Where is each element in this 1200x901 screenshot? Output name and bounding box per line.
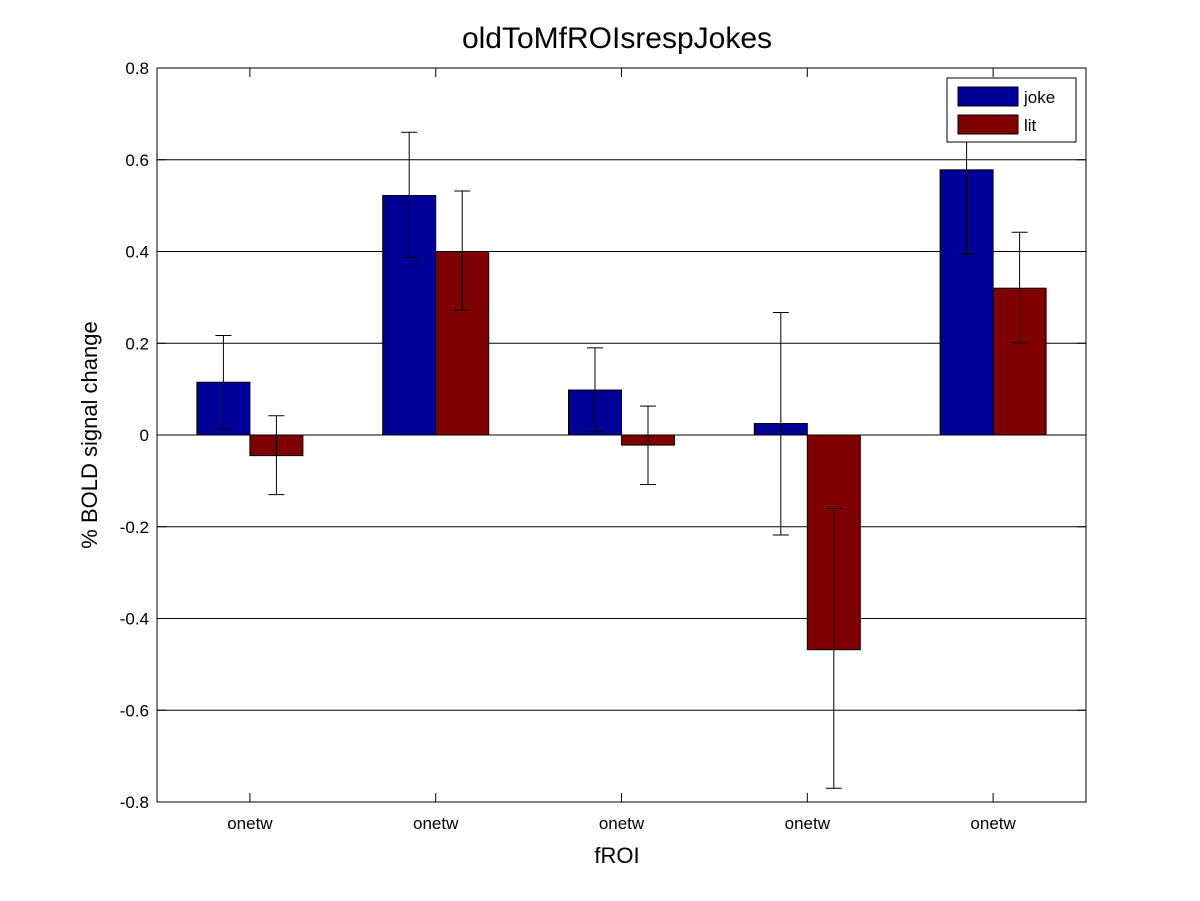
axis-ticks: -0.8 -0.6 -0.4 -0.2 0 0.2 0.4 0.6 0.8 onetw onetw o… — [120, 59, 1086, 833]
legend: joke lit — [946, 77, 1077, 143]
legend-swatch-lit — [957, 114, 1019, 135]
x-tick-label: onetw — [785, 814, 831, 833]
legend-label-lit: lit — [1024, 116, 1037, 135]
y-tick-label: 0 — [140, 426, 149, 445]
error-bars — [215, 113, 1028, 789]
y-tick-label: 0.8 — [125, 59, 149, 78]
legend-swatch-joke — [957, 86, 1019, 107]
chart-title: oldToMfROIsrespJokes — [462, 22, 772, 55]
x-axis-label: fROI — [594, 843, 639, 868]
y-tick-label: -0.2 — [120, 518, 149, 537]
x-tick-label: onetw — [227, 814, 273, 833]
y-tick-label: -0.8 — [120, 793, 149, 812]
y-tick-label: 0.6 — [125, 151, 149, 170]
legend-label-joke: joke — [1023, 88, 1055, 107]
y-tick-label: 0.4 — [125, 243, 149, 262]
y-tick-label: 0.2 — [125, 334, 149, 353]
y-tick-label: -0.4 — [120, 610, 149, 629]
y-tick-label: -0.6 — [120, 701, 149, 720]
x-tick-label: onetw — [599, 814, 645, 833]
x-tick-label: onetw — [970, 814, 1016, 833]
grid-lines — [157, 159, 1086, 711]
x-tick-label: onetw — [413, 814, 459, 833]
y-axis-label: % BOLD signal change — [77, 321, 102, 548]
